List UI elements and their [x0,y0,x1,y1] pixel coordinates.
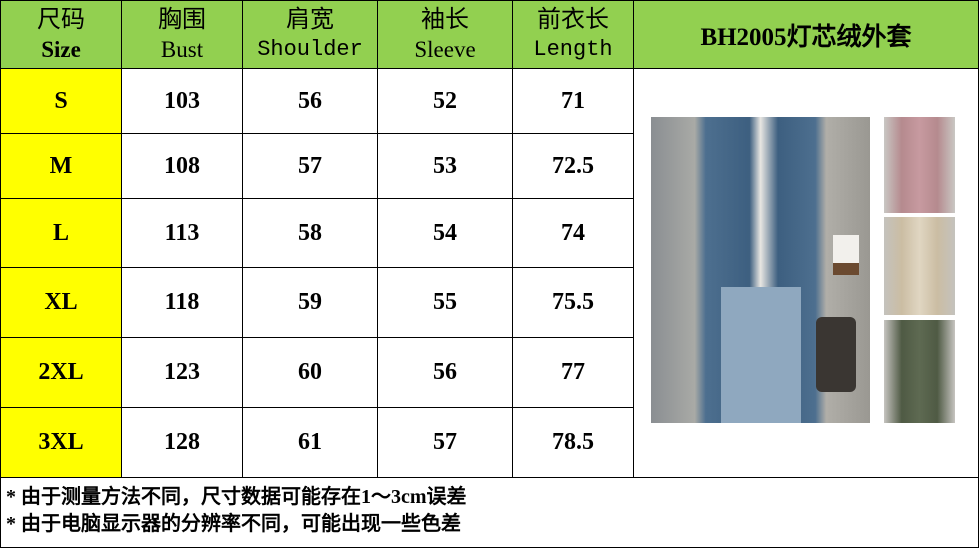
bag-shape [816,317,856,392]
cell-sleeve: 53 [377,133,513,199]
size-label: 2XL [0,337,122,408]
size-label: 3XL [0,407,122,478]
cell-bust: 108 [121,133,243,199]
product-photo-main [651,117,870,423]
size-label: S [0,68,122,134]
cell-bust: 128 [121,407,243,478]
cell-bust: 123 [121,337,243,408]
cell-sleeve: 52 [377,68,513,134]
cell-shoulder: 61 [242,407,378,478]
header-length: 前衣长 Length [512,0,634,69]
header-zh: 前衣长 [537,6,609,33]
note-measurement: * 由于测量方法不同，尺寸数据可能存在1～3cm误差 [6,486,467,508]
header-size: 尺码 Size [0,0,122,69]
cell-shoulder: 59 [242,267,378,338]
product-photo-green [884,320,955,423]
header-bust: 胸围 Bust [121,0,243,69]
cell-shoulder: 56 [242,68,378,134]
size-label: M [0,133,122,199]
cell-length: 74 [512,198,634,268]
header-shoulder: 肩宽 Shoulder [242,0,378,69]
cell-sleeve: 56 [377,337,513,408]
cell-sleeve: 54 [377,198,513,268]
cell-length: 72.5 [512,133,634,199]
cell-shoulder: 58 [242,198,378,268]
product-photo-pink [884,117,955,213]
cell-length: 78.5 [512,407,634,478]
note-color: * 由于电脑显示器的分辨率不同，可能出现一些色差 [6,513,461,535]
header-en: Length [533,36,613,62]
header-en: Sleeve [414,36,476,62]
header-zh: 袖长 [421,6,469,33]
header-zh: 尺码 [37,6,85,33]
header-en: Shoulder [257,36,363,62]
cell-sleeve: 55 [377,267,513,338]
cell-bust: 103 [121,68,243,134]
cell-shoulder: 57 [242,133,378,199]
header-zh: 胸围 [158,6,206,33]
header-en: Size [41,36,81,62]
cell-length: 75.5 [512,267,634,338]
size-label: XL [0,267,122,338]
notes: * 由于测量方法不同，尺寸数据可能存在1～3cm误差 * 由于电脑显示器的分辨率… [0,477,979,548]
cell-length: 71 [512,68,634,134]
size-label: L [0,198,122,268]
cell-length: 77 [512,337,634,408]
product-title: BH2005灯芯绒外套 [633,0,979,69]
product-photo-beige [884,217,955,315]
cup-shape [833,235,859,275]
cell-bust: 113 [121,198,243,268]
cell-shoulder: 60 [242,337,378,408]
header-en: Bust [160,36,204,62]
header-sleeve: 袖长 Sleeve [377,0,513,69]
cell-bust: 118 [121,267,243,338]
jeans-shape [721,287,801,423]
cell-sleeve: 57 [377,407,513,478]
header-zh: 肩宽 [286,6,334,33]
